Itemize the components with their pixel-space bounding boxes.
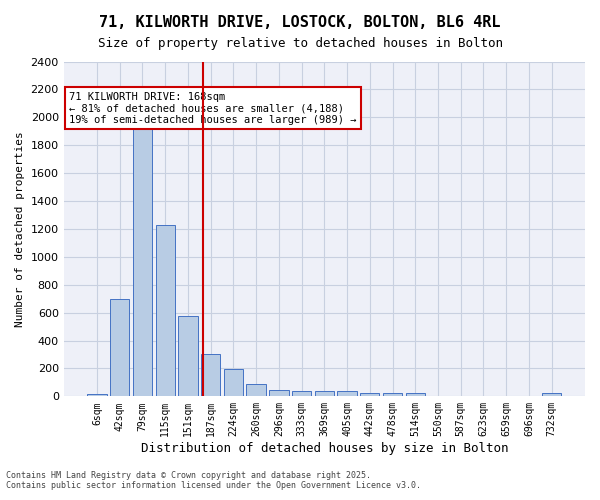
Text: 71 KILWORTH DRIVE: 168sqm
← 81% of detached houses are smaller (4,188)
19% of se: 71 KILWORTH DRIVE: 168sqm ← 81% of detac… (69, 92, 356, 125)
Bar (155, 224, 175, 396)
Bar (314, 392, 334, 396)
Bar (88, 394, 107, 396)
Bar (133, 124, 152, 396)
Bar (360, 393, 379, 396)
Bar (383, 393, 402, 396)
Bar (247, 384, 266, 396)
X-axis label: Distribution of detached houses by size in Bolton: Distribution of detached houses by size … (140, 442, 508, 455)
Bar (110, 298, 130, 396)
Text: 71, KILWORTH DRIVE, LOSTOCK, BOLTON, BL6 4RL: 71, KILWORTH DRIVE, LOSTOCK, BOLTON, BL6… (99, 15, 501, 30)
Text: Contains HM Land Registry data © Crown copyright and database right 2025.
Contai: Contains HM Land Registry data © Crown c… (6, 470, 421, 490)
Bar (201, 354, 220, 397)
Bar (269, 390, 289, 396)
Bar (292, 391, 311, 396)
Text: Size of property relative to detached houses in Bolton: Size of property relative to detached ho… (97, 38, 503, 51)
Bar (406, 394, 425, 396)
Bar (542, 393, 562, 396)
Bar (337, 392, 357, 396)
Y-axis label: Number of detached properties: Number of detached properties (15, 131, 25, 327)
Bar (178, 316, 197, 396)
Bar (224, 369, 243, 396)
